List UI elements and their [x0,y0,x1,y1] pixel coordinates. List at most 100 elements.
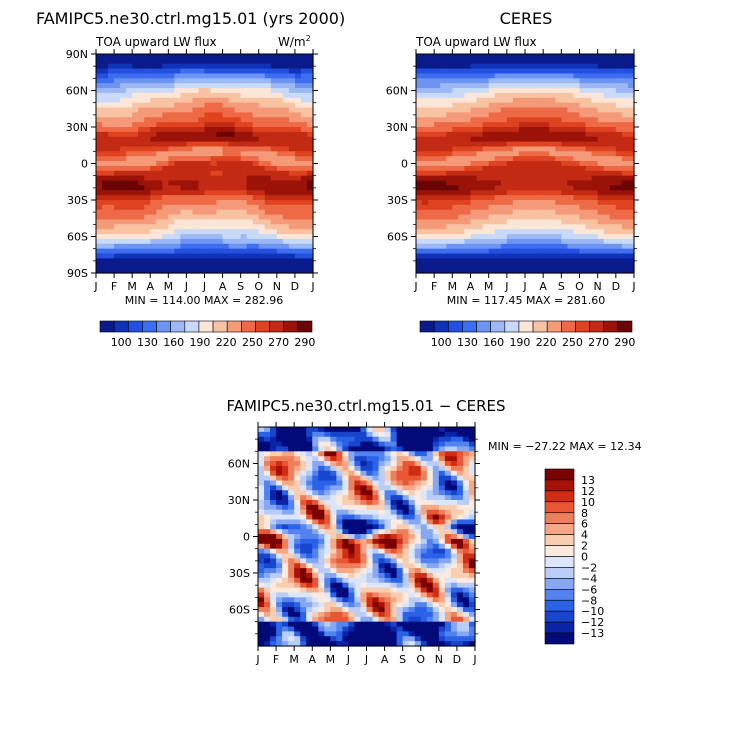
heat-cell [591,102,599,109]
heat-cell [494,151,502,157]
heat-cell [264,441,271,448]
heat-cell [444,485,452,491]
heat-cell [462,451,470,457]
heat-cell [186,175,194,182]
heat-cell [294,268,302,274]
heat-cell [450,616,458,623]
heat-cell [396,582,404,589]
heat-cell [627,200,635,206]
heat-cell [258,204,266,211]
heat-cell [422,165,429,172]
heat-cell [186,268,194,274]
heat-cell [108,243,115,250]
heat-cell [555,141,562,148]
heat-cell [354,563,362,569]
heat-cell [264,175,272,182]
heat-cell [573,204,581,211]
heat-cell [420,451,428,457]
heat-cell [174,161,181,167]
heat-cell [609,253,617,259]
heat-cell [609,161,617,167]
heat-cell [132,253,139,259]
heat-cell [252,156,260,162]
heat-cell [264,519,271,525]
heat-cell [216,141,224,148]
heat-cell [300,597,307,603]
heat-cell [470,136,478,143]
heat-cell [258,238,266,245]
heat-cell [330,475,337,482]
heat-cell [567,234,575,240]
heat-cell [270,495,277,501]
heat-cell [288,548,295,555]
heat-cell [276,441,283,448]
heat-cell [174,268,181,274]
heat-cell [597,258,605,264]
heat-cell [402,524,410,530]
heat-cell [300,441,307,448]
heat-cell [464,83,472,89]
heat-cell [198,268,206,274]
heat-cell [432,490,440,496]
heat-cell [470,54,478,60]
heat-cell [162,224,169,230]
heat-cell [518,107,526,113]
heat-cell [180,195,188,201]
heat-cell [288,446,295,452]
heat-cell [591,268,599,274]
heat-cell [276,524,283,530]
heat-cell [300,480,307,486]
heat-cell [144,127,151,133]
heat-cell [168,243,175,250]
heat-cell [537,185,544,191]
heat-cell [132,190,139,196]
heat-cell [270,427,277,433]
heat-cell [210,224,218,230]
heat-cell [561,229,568,235]
heat-cell [300,238,308,245]
heat-cell [426,529,434,535]
heat-cell [270,78,278,84]
heat-cell [512,253,520,259]
heat-cell [464,117,472,123]
heat-cell [354,441,362,448]
heat-cell [276,577,283,584]
colorbar-swatch [617,320,633,333]
heat-cell [603,253,611,259]
heat-cell [408,485,416,491]
heat-cell [500,219,508,225]
heat-cell [470,131,478,138]
heat-cell [360,563,368,569]
heat-cell [446,165,453,172]
heat-cell [96,268,103,274]
heat-cell [264,470,271,477]
heat-cell [210,131,218,138]
heat-cell [462,465,470,472]
heat-cell [470,78,478,84]
heat-cell [458,92,466,99]
heat-cell [446,214,453,221]
heat-cell [456,616,464,623]
heat-cell [180,102,188,109]
heat-cell [440,127,447,133]
heat-cell [458,127,466,133]
heat-cell [615,204,623,211]
heat-cell [138,161,145,167]
heat-cell [440,107,447,113]
heat-cell [126,204,133,211]
heat-cell [446,131,453,138]
heat-cell [434,151,441,157]
heat-cell [270,268,278,274]
heat-cell [416,185,423,191]
heat-cell [438,563,446,569]
heat-cell [324,451,331,457]
heat-cell [512,258,520,264]
heat-cell [470,88,478,94]
heat-cell [420,602,428,608]
heat-cell [464,170,472,177]
heat-cell [162,219,169,225]
heat-cell [512,161,520,167]
heat-cell [282,470,289,477]
heat-cell [222,136,230,143]
heat-cell [537,234,544,240]
